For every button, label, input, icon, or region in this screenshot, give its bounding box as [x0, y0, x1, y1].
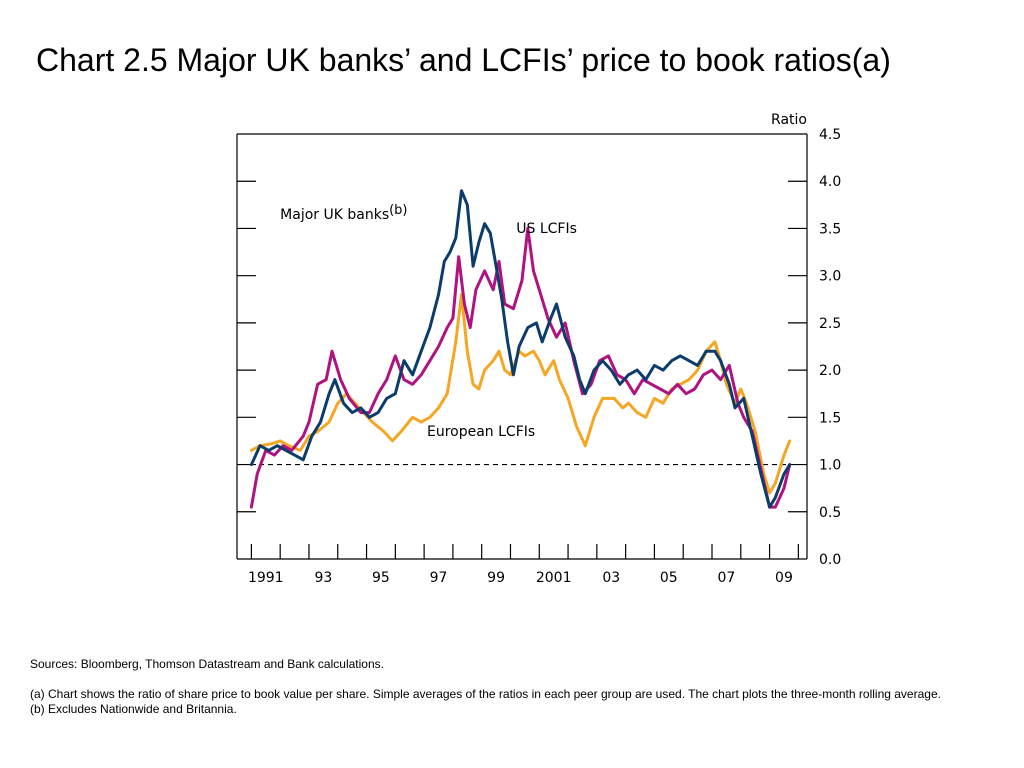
series-labels: Major UK banks(b) US LCFIs European LCFIs	[280, 203, 577, 440]
footnote-a: (a) Chart shows the ratio of share price…	[30, 687, 941, 701]
footnotes: Sources: Bloomberg, Thomson Datastream a…	[30, 657, 990, 717]
x-tick-label: 95	[372, 570, 390, 586]
y-tick-label: 0.0	[819, 552, 841, 568]
x-tick-label: 07	[717, 570, 735, 586]
sources-note: Sources: Bloomberg, Thomson Datastream a…	[30, 657, 384, 671]
x-tick-label: 03	[602, 570, 620, 586]
y-tick-label: 2.5	[819, 316, 841, 332]
x-tick-label: 05	[660, 570, 678, 586]
series-label: European LCFIs	[427, 424, 535, 440]
series-lines	[249, 189, 792, 509]
series-line-major-uk-banks-b	[249, 189, 792, 509]
chart: Ratio 0.0 0.5 1.0 1.5 2.0 2.5 3.0 3.5 4.0 4.5 199…	[236, 112, 841, 586]
y-tick-label: 0.5	[819, 505, 841, 521]
x-tick-label: 2001	[536, 570, 572, 586]
x-tick-label: 93	[314, 570, 332, 586]
series-line-us-lcfis	[249, 226, 792, 509]
y-axis-label: Ratio	[771, 112, 807, 128]
y-tick-label: 1.0	[819, 458, 841, 474]
y-axis-ticks: 0.0 0.5 1.0 1.5 2.0 2.5 3.0 3.5 4.0 4.5	[237, 127, 841, 568]
x-tick-label: 09	[775, 570, 793, 586]
series-line-european-lcfis	[249, 293, 792, 495]
y-tick-label: 2.0	[819, 363, 841, 379]
series-label: US LCFIs	[516, 221, 577, 237]
y-tick-label: 4.0	[819, 174, 841, 190]
series-label: Major UK banks(b)	[280, 203, 407, 223]
x-axis-ticks: 1991 93 95 97 99 2001 03 05 07 09	[248, 544, 799, 586]
y-tick-label: 3.5	[819, 221, 841, 237]
x-tick-label: 97	[430, 570, 448, 586]
plot-frame	[236, 133, 808, 560]
y-tick-label: 1.5	[819, 410, 841, 426]
x-tick-label: 1991	[248, 570, 284, 586]
x-tick-label: 99	[487, 570, 505, 586]
y-tick-label: 4.5	[819, 127, 841, 143]
y-tick-label: 3.0	[819, 269, 841, 285]
footnote-b: (b) Excludes Nationwide and Britannia.	[30, 702, 237, 716]
page-title: Chart 2.5 Major UK banks’ and LCFIs’ pri…	[36, 42, 891, 78]
